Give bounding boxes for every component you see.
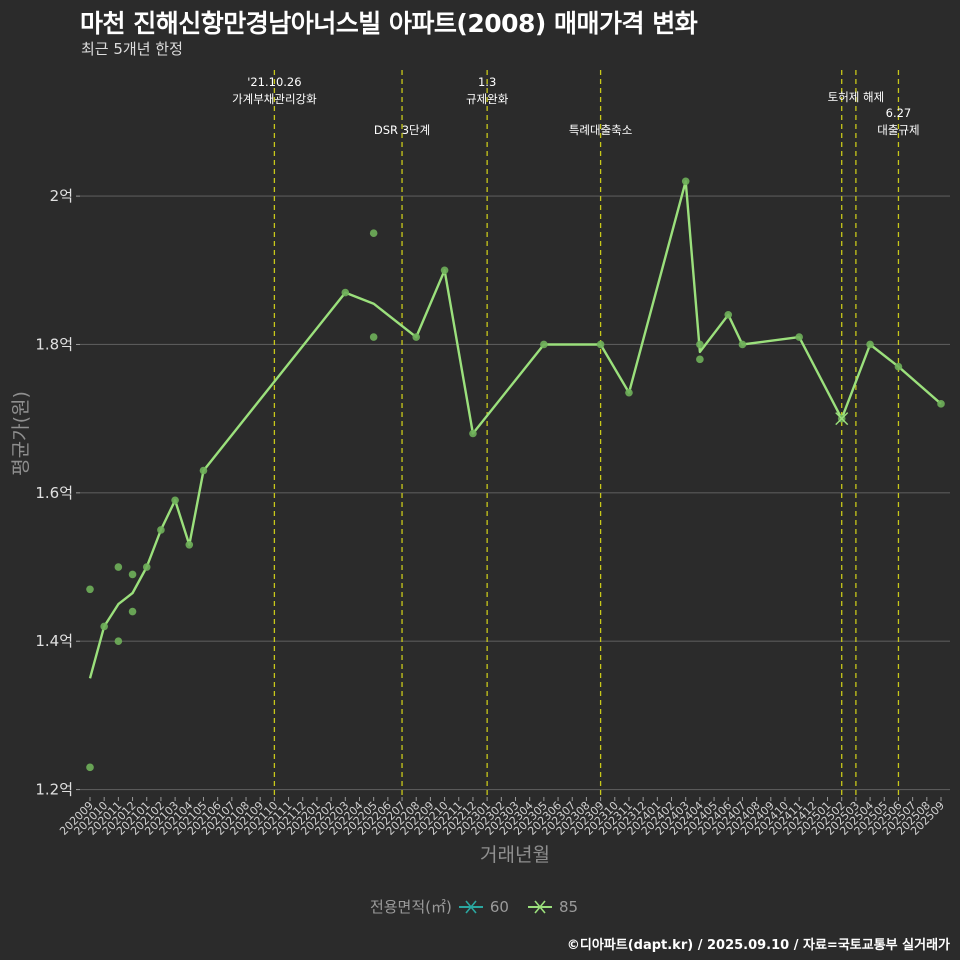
- series-85-point: [369, 229, 378, 238]
- policy-annotation: 대출규제: [877, 123, 919, 137]
- series-85-point: [894, 362, 903, 371]
- legend-title: 전용면적(㎡): [369, 898, 452, 916]
- axis-layer: 1.2억1.4억1.6억1.8억2억2020092020102020112020…: [10, 187, 947, 866]
- policy-annotation: '21.10.26: [247, 75, 301, 89]
- series-85-point: [696, 355, 704, 364]
- policy-lines-layer: [273, 70, 900, 797]
- series-85-point: [369, 333, 378, 341]
- series-85-point: [596, 340, 605, 349]
- x-axis-title: 거래년월: [480, 844, 550, 866]
- series-85-point: [866, 340, 874, 349]
- policy-annotation: 1.3: [478, 75, 496, 89]
- series-85-point: [469, 429, 477, 438]
- y-tick-label: 2억: [50, 187, 73, 205]
- y-tick-label: 1.6억: [35, 484, 73, 502]
- policy-annotation: 가계부채관리강화: [232, 92, 317, 106]
- chart-title: 마천 진해신항만경남아너스빌 아파트(2008) 매매가격 변화: [80, 9, 698, 38]
- policy-annotation: 6.27: [886, 106, 912, 120]
- series-85-point: [540, 340, 548, 349]
- series-85-point: [412, 333, 421, 341]
- series-85-point: [185, 540, 194, 549]
- series-85-point: [114, 563, 123, 571]
- y-axis-title: 평균가(원): [10, 391, 32, 476]
- series-85-point: [625, 388, 633, 397]
- series-85-point: [86, 763, 94, 772]
- y-tick-label: 1.4억: [35, 632, 73, 650]
- policy-annotation: 규제완화: [466, 92, 509, 106]
- policy-annotation: 특례대출축소: [569, 123, 632, 137]
- y-tick-label: 1.2억: [35, 781, 73, 799]
- chart-subtitle: 최근 5개년 한정: [81, 40, 183, 58]
- source-caption: ©디아파트(dapt.kr) / 2025.09.10 / 자료=국토교통부 실…: [566, 938, 950, 953]
- legend-label-60: 60: [489, 897, 509, 916]
- series-85-line: [88, 180, 942, 679]
- series-85-point: [738, 340, 747, 349]
- series-85-point: [128, 607, 137, 616]
- policy-annotation: DSR 3단계: [374, 123, 430, 137]
- series-85-point: [199, 466, 208, 475]
- series-85-point: [937, 400, 945, 408]
- series-85-point: [114, 637, 123, 646]
- series-85-point: [171, 496, 179, 505]
- legend-key-60: [458, 899, 483, 914]
- series-85-point: [681, 177, 690, 186]
- series-85-point: [142, 563, 151, 571]
- grid-layer: [80, 195, 950, 791]
- series-85-point: [795, 333, 803, 341]
- series-85-point: [157, 526, 165, 534]
- series-85-point: [100, 622, 108, 631]
- policy-annotation: 토허제 해제: [828, 90, 885, 104]
- series-85-point: [341, 288, 350, 297]
- series-85-point: [440, 266, 449, 275]
- series-layer: [86, 177, 945, 772]
- series-85-point: [724, 311, 733, 319]
- y-tick-label: 1.8억: [35, 335, 73, 353]
- series-85-point: [128, 570, 137, 579]
- legend-key-85: [527, 899, 552, 914]
- legend: 전용면적(㎡) 60 85: [0, 896, 960, 917]
- series-85-point: [86, 585, 94, 594]
- legend-label-85: 85: [558, 897, 579, 916]
- series-85-x-marker: [835, 412, 849, 426]
- series-85-point: [696, 340, 704, 349]
